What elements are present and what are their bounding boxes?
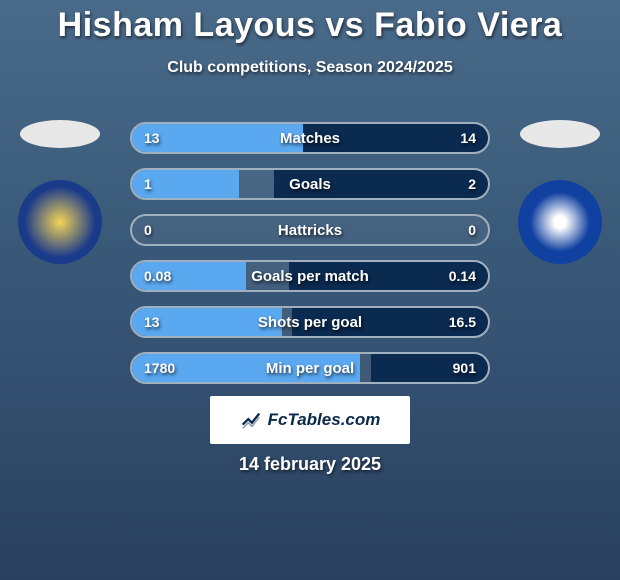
stat-label: Matches — [132, 124, 488, 152]
stat-label: Min per goal — [132, 354, 488, 382]
watermark: FcTables.com — [210, 396, 410, 444]
stat-row: 00Hattricks — [130, 214, 490, 246]
stat-row: 12Goals — [130, 168, 490, 200]
stat-label: Hattricks — [132, 216, 488, 244]
club-badge-right — [518, 180, 602, 264]
competition-badge-right — [520, 120, 600, 148]
subtitle: Club competitions, Season 2024/2025 — [0, 59, 620, 77]
left-column — [10, 120, 110, 264]
page-title: Hisham Layous vs Fabio Viera — [0, 0, 620, 45]
stat-row: 1316.5Shots per goal — [130, 306, 490, 338]
stat-row: 0.080.14Goals per match — [130, 260, 490, 292]
stats-bars: 1314Matches 12Goals 00Hattricks 0.080.14Goa… — [130, 122, 490, 384]
competition-badge-left — [20, 120, 100, 148]
club-badge-left — [18, 180, 102, 264]
right-column — [510, 120, 610, 264]
stat-row: 1780901Min per goal — [130, 352, 490, 384]
stat-row: 1314Matches — [130, 122, 490, 154]
chart-icon — [240, 409, 262, 431]
date-label: 14 february 2025 — [0, 454, 620, 475]
watermark-text: FcTables.com — [268, 410, 381, 430]
stat-label: Shots per goal — [132, 308, 488, 336]
stat-label: Goals — [132, 170, 488, 198]
stat-label: Goals per match — [132, 262, 488, 290]
